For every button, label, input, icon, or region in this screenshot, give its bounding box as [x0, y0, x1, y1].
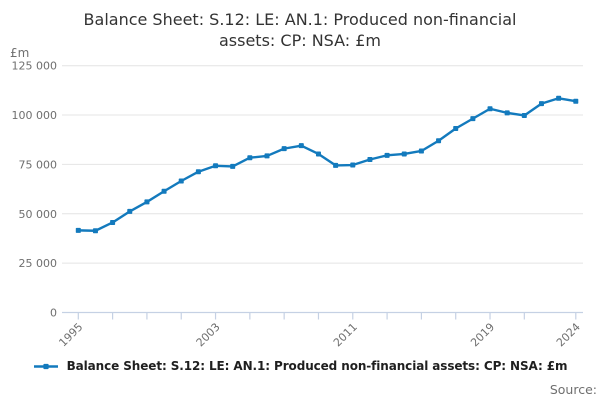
x-tick-label: 2019 [468, 320, 497, 349]
data-point-marker [504, 110, 510, 116]
data-point-marker [247, 155, 253, 161]
chart-title: Balance Sheet: S.12: LE: AN.1: Produced … [0, 9, 600, 51]
data-point-marker [436, 138, 442, 144]
y-tick-label: 0 [50, 307, 57, 320]
data-point-marker [127, 208, 133, 214]
data-point-marker [573, 98, 579, 104]
data-point-marker [213, 163, 219, 169]
data-line [77, 97, 577, 232]
data-point-marker [161, 188, 167, 194]
data-point-marker [556, 95, 562, 101]
legend-item-label[interactable]: Balance Sheet: S.12: LE: AN.1: Produced … [66, 359, 568, 373]
data-point-marker [401, 151, 407, 157]
data-point-marker [110, 219, 116, 225]
source-label: Source: [549, 382, 597, 397]
data-point-marker [418, 148, 424, 154]
x-tick-label: 2024 [554, 320, 583, 349]
data-point-marker [230, 163, 236, 169]
data-point-marker [315, 151, 321, 157]
data-point-marker [453, 125, 459, 131]
data-point-marker [92, 228, 98, 234]
balance-sheet-chart: 0 25 000 50 000 75 000 100 000 125 000£m 1995 2… [10, 46, 583, 349]
legend-line-marker-icon [33, 363, 58, 369]
data-point-marker [281, 146, 287, 152]
data-point-marker [521, 112, 527, 118]
x-tick-label: 2003 [194, 320, 223, 349]
data-point-marker [144, 199, 150, 205]
data-point-marker [384, 152, 390, 158]
data-point-marker [538, 101, 544, 107]
data-point-marker [487, 106, 493, 112]
y-axis-unit-label: £m [10, 46, 29, 60]
chart-legend: Balance Sheet: S.12: LE: AN.1: Produced … [0, 359, 600, 373]
data-point-marker [470, 116, 476, 122]
data-point-marker [367, 156, 373, 162]
data-point-marker [350, 162, 356, 168]
chart-title-line-1: Balance Sheet: S.12: LE: AN.1: Produced … [83, 10, 517, 29]
y-tick-label: 125 000 [12, 60, 58, 73]
data-point-marker [333, 162, 339, 168]
data-point-marker [195, 169, 201, 175]
x-tick-label: 1995 [56, 320, 85, 349]
y-tick-label: 100 000 [12, 109, 58, 122]
x-tick-label: 2011 [331, 320, 360, 349]
data-point-marker [178, 178, 184, 184]
data-point-marker [298, 143, 304, 149]
y-tick-label: 75 000 [19, 158, 58, 171]
data-point-marker [264, 153, 270, 159]
y-tick-label: 25 000 [19, 257, 58, 270]
y-tick-label: 50 000 [19, 208, 58, 221]
data-point-marker [75, 227, 81, 233]
chart-title-line-2: assets: CP: NSA: £m [218, 31, 382, 51]
